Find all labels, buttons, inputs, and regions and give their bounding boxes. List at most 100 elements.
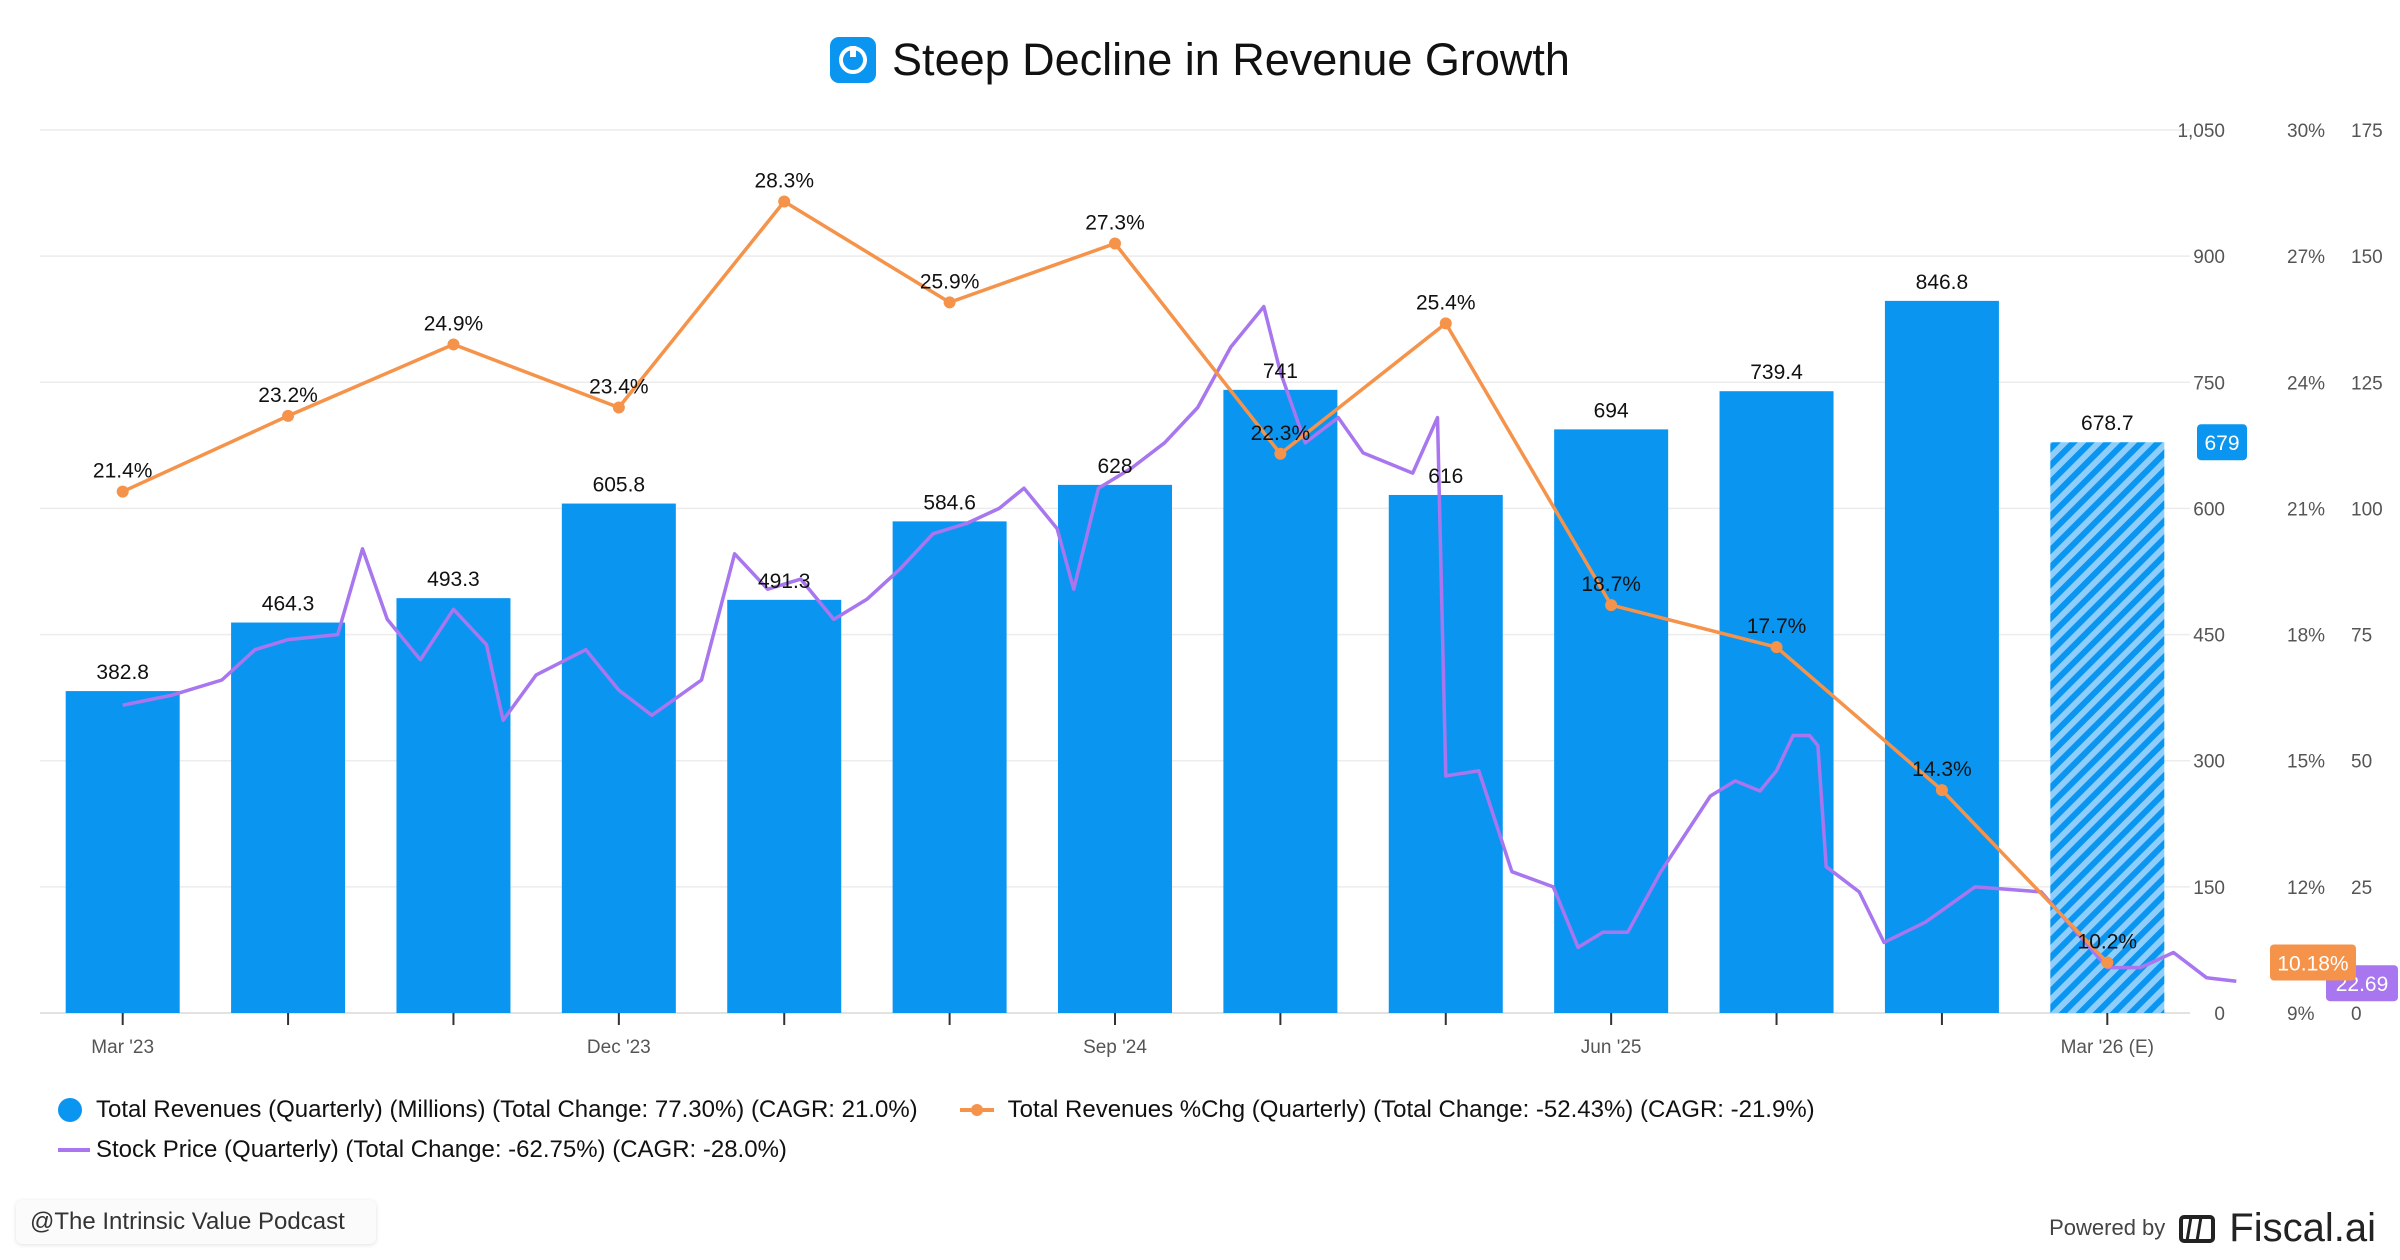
growth-last-badge-bg	[2270, 944, 2356, 981]
x-tick-label: Mar '26 (E)	[2061, 1037, 2154, 1058]
revenue-bar-label: 491.3	[758, 570, 811, 593]
revenue-growth-label: 17.7%	[1747, 615, 1807, 638]
stock-price-series	[122, 304, 2237, 983]
revenue-growth-label: 23.4%	[589, 376, 649, 399]
y-tick-right: 0	[2351, 1004, 2362, 1025]
legend-label-revenue: Total Revenues (Quarterly) (Millions) (T…	[96, 1096, 918, 1123]
x-tick-label: Jun '25	[1581, 1037, 1642, 1058]
revenue-growth-point	[1109, 237, 1121, 250]
y-tick-right: 125	[2351, 373, 2383, 394]
fiscal-logo-icon	[2179, 1215, 2216, 1243]
revenue-growth-point	[778, 195, 791, 208]
y-tick-right: 100	[2351, 499, 2383, 520]
y-tick-middle: 27%	[2287, 247, 2325, 268]
revenue-bar	[396, 598, 511, 1013]
y-tick-left: 900	[2193, 247, 2225, 268]
powered-by[interactable]: Powered by Fiscal.ai	[2049, 1200, 2376, 1256]
revenue-last-badge: 679	[2197, 424, 2247, 461]
revenue-bar	[1554, 429, 1669, 1014]
revenue-growth-point	[1274, 447, 1287, 460]
revenue-bar-label: 382.8	[96, 661, 149, 684]
revenue-bar-label: 846.8	[1916, 271, 1969, 294]
y-tick-right: 25	[2351, 878, 2372, 899]
y-tick-middle: 12%	[2287, 878, 2325, 899]
revenue-bar-label: 464.3	[262, 593, 315, 616]
y-tick-left: 150	[2193, 878, 2225, 899]
revenue-bar-label: 694	[1594, 399, 1629, 422]
legend-label-stock: Stock Price (Quarterly) (Total Change: -…	[96, 1136, 787, 1163]
revenue-growth-label: 28.3%	[754, 169, 814, 192]
stock-price-line	[122, 304, 2237, 983]
x-tick-label: Mar '23	[91, 1037, 154, 1058]
revenue-growth-label: 22.3%	[1251, 422, 1311, 445]
y-tick-middle: 30%	[2287, 121, 2325, 142]
legend-item-revenue[interactable]: Total Revenues (Quarterly) (Millions) (T…	[56, 1096, 918, 1124]
y-tick-middle: 9%	[2287, 1004, 2315, 1025]
y-tick-middle: 18%	[2287, 626, 2325, 647]
axes: 0 9% 0 150 12% 25 300 15% 50 450 18% 75 600 21% 100 750…	[91, 121, 2382, 1058]
y-tick-right: 75	[2351, 626, 2372, 647]
revenue-bar	[1884, 300, 1999, 1013]
revenue-bar	[2050, 442, 2165, 1013]
revenue-growth-label: 21.4%	[93, 460, 153, 483]
revenue-growth-point	[612, 401, 625, 414]
y-tick-right: 50	[2351, 752, 2372, 773]
y-tick-right: 150	[2351, 247, 2383, 268]
revenue-bar-label: 616	[1428, 465, 1463, 488]
chart-title-text: Steep Decline in Revenue Growth	[892, 34, 1570, 85]
revenue-bar	[65, 691, 180, 1013]
revenue-growth-label: 14.3%	[1912, 758, 1972, 781]
revenue-growth-point	[116, 485, 129, 498]
y-tick-left: 600	[2193, 499, 2225, 520]
y-tick-right: 175	[2351, 121, 2383, 142]
brand-name: Fiscal.ai	[2229, 1205, 2376, 1250]
x-tick-label: Dec '23	[587, 1037, 651, 1058]
revenue-growth-label: 10.2%	[2078, 931, 2138, 954]
revenue-bar-label: 493.3	[427, 568, 480, 591]
growth-last-badge: 10.18%	[2270, 944, 2356, 981]
data-labels: 382.8 464.3 493.3 605.8 491.3 584.6 628 741 616 6…	[93, 169, 2137, 953]
revenue-growth-point	[282, 409, 295, 422]
revenue-growth-point	[1935, 784, 1948, 797]
revenue-growth-label: 24.9%	[424, 312, 484, 335]
watermark: @The Intrinsic Value Podcast	[16, 1200, 376, 1244]
legend: Total Revenues (Quarterly) (Millions) (T…	[56, 1090, 1855, 1170]
legend-item-growth[interactable]: Total Revenues %Chg (Quarterly) (Total C…	[958, 1096, 1815, 1124]
revenue-bar	[1223, 389, 1338, 1014]
revenue-growth-point	[943, 296, 956, 309]
revenue-growth-label: 23.2%	[258, 384, 318, 407]
revenue-growth-label: 25.4%	[1416, 291, 1476, 314]
y-tick-left: 1,050	[2177, 121, 2225, 142]
revenue-bar-label: 678.7	[2081, 412, 2134, 435]
revenue-bar	[1058, 484, 1172, 1013]
y-tick-middle: 21%	[2287, 499, 2325, 520]
y-tick-left: 750	[2193, 373, 2225, 394]
revenue-bar-label: 605.8	[593, 474, 646, 497]
y-tick-left: 0	[2214, 1004, 2225, 1025]
revenue-bar	[231, 622, 346, 1013]
revenue-growth-point	[2101, 956, 2114, 969]
revenue-bar	[561, 503, 676, 1013]
legend-line-stock-icon	[58, 1148, 90, 1152]
revenue-bar	[892, 521, 1007, 1013]
revenue-bar-label: 739.4	[1750, 361, 1803, 384]
growth-last-badge-text: 10.18%	[2277, 953, 2348, 976]
revenue-bar-label: 628	[1097, 455, 1132, 478]
legend-dot-revenue-icon	[58, 1098, 82, 1122]
legend-line-growth-icon	[959, 1104, 994, 1116]
revenue-growth-point	[1605, 599, 1618, 612]
y-tick-left: 450	[2193, 626, 2225, 647]
powered-by-label: Powered by	[2049, 1215, 2166, 1240]
revenue-growth-point	[1439, 317, 1452, 330]
revenue-bar-label: 741	[1263, 360, 1298, 383]
y-tick-left: 300	[2193, 752, 2225, 773]
revenue-growth-label: 25.9%	[920, 270, 980, 293]
revenue-bar	[727, 599, 842, 1013]
x-tick-label: Sep '24	[1083, 1037, 1147, 1058]
y-tick-middle: 24%	[2287, 373, 2325, 394]
legend-item-stock[interactable]: Stock Price (Quarterly) (Total Change: -…	[56, 1136, 787, 1164]
revenue-growth-label: 27.3%	[1085, 212, 1145, 235]
revenue-bar	[1719, 391, 1834, 1013]
